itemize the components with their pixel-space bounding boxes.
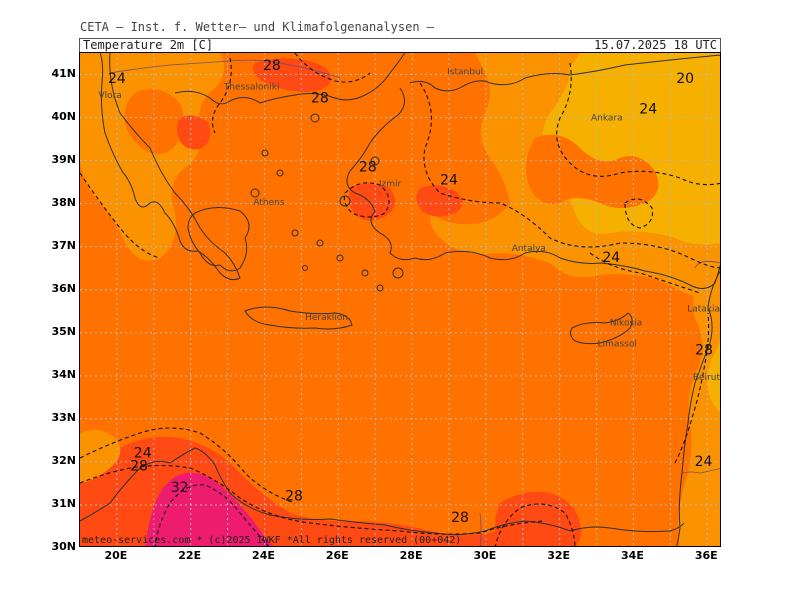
city-label: Ankara: [591, 114, 623, 124]
region-36-plus-libya: [145, 472, 274, 546]
city-labels: Thessaloniki Vlora Istanbul Ankara Izmir Athe…: [98, 68, 720, 384]
parameter-label: Temperature 2m [C]: [83, 38, 214, 52]
latitude-tick-label: 38N: [51, 195, 76, 209]
region-24-28-balkans: [80, 53, 224, 261]
city-label: Athens: [253, 198, 284, 208]
region-32-36-thrace: [253, 58, 331, 92]
latitude-tick-label: 41N: [51, 66, 76, 80]
region-32-36-izmir: [348, 183, 395, 221]
isotherm-label: 20: [676, 71, 694, 87]
longitude-tick-label: 22E: [178, 549, 202, 562]
region-28-32-balkans: [124, 89, 184, 154]
city-label: Heraklion: [305, 313, 348, 323]
latitude-tick-label: 34N: [51, 367, 76, 381]
isolines: [80, 53, 720, 546]
latitude-tick-label: 37N: [51, 238, 76, 252]
region-28-32-cyprus-sea: [536, 307, 636, 352]
isotherm-label: 28: [130, 459, 148, 475]
map-canvas: Thessaloniki Vlora Istanbul Ankara Izmir Athe…: [80, 53, 720, 546]
city-label: Istanbul: [447, 68, 483, 78]
region-28-32-anatolia-west: [410, 53, 510, 225]
latitude-tick-label: 30N: [51, 540, 76, 553]
region-32-36-thessaly: [177, 115, 211, 150]
institute-title: CETA – Inst. f. Wetter– und Klimafolgena…: [80, 20, 435, 34]
isotherm-label: 28: [263, 58, 281, 74]
latitude-tick-label: 36N: [51, 281, 76, 295]
latitude-tick-label: 35N: [51, 324, 76, 338]
city-label: Vlora: [98, 91, 121, 101]
latitude-tick-label: 40N: [51, 109, 76, 123]
copyright-credit: meteo-services.com * (c)2025 IWKF *All r…: [82, 535, 462, 546]
city-label: Izmir: [379, 179, 402, 189]
longitude-tick-label: 28E: [399, 549, 423, 562]
region-24-28-libya-west: [80, 429, 121, 483]
temperature-map: Thessaloniki Vlora Istanbul Ankara Izmir Athe…: [79, 52, 721, 547]
isotherm-label: 24: [695, 454, 713, 470]
city-label: Latakia: [687, 304, 720, 314]
latitude-tick-label: 31N: [51, 496, 76, 510]
city-label: Nikosia: [610, 318, 642, 328]
longitude-tick-label: 32E: [547, 549, 571, 562]
longitude-tick-label: 26E: [325, 549, 349, 562]
isotherm-label: 28: [311, 91, 329, 107]
valid-time: 15.07.2025 18 UTC: [594, 38, 717, 52]
city-label: Limassol: [598, 340, 637, 350]
isotherm-label: 24: [639, 101, 657, 117]
isotherm-label: 24: [440, 172, 458, 188]
region-24-28-levant: [678, 264, 720, 546]
coastlines: [80, 53, 720, 546]
city-label: Antalya: [512, 244, 546, 254]
city-label: Beirut: [693, 373, 721, 383]
isotherm-label: 24: [602, 250, 620, 266]
graticule: [80, 53, 720, 546]
region-28-32-anatolia-east: [526, 134, 659, 208]
longitude-tick-label: 30E: [473, 549, 497, 562]
longitude-tick-label: 20E: [104, 549, 128, 562]
isotherm-label: 32: [171, 480, 189, 496]
region-20-24-levant: [707, 340, 720, 412]
longitude-tick-label: 36E: [694, 549, 718, 562]
isotherm-label: 24: [108, 71, 126, 87]
latitude-tick-label: 33N: [51, 410, 76, 424]
isotherm-label: 28: [695, 342, 713, 358]
latitude-tick-label: 39N: [51, 152, 76, 166]
product-bar: Temperature 2m [C] 15.07.2025 18 UTC: [79, 38, 721, 52]
city-label: Thessaloniki: [223, 83, 280, 93]
longitude-tick-label: 34E: [621, 549, 644, 562]
isotherm-label: 28: [451, 510, 469, 526]
region-32-36-aydin: [416, 185, 463, 217]
longitude-tick-label: 24E: [252, 549, 275, 562]
isotherm-label: 28: [359, 159, 377, 175]
isotherm-label: 24: [134, 446, 152, 462]
isotherm-label: 28: [285, 489, 303, 505]
latitude-tick-label: 32N: [51, 453, 76, 467]
